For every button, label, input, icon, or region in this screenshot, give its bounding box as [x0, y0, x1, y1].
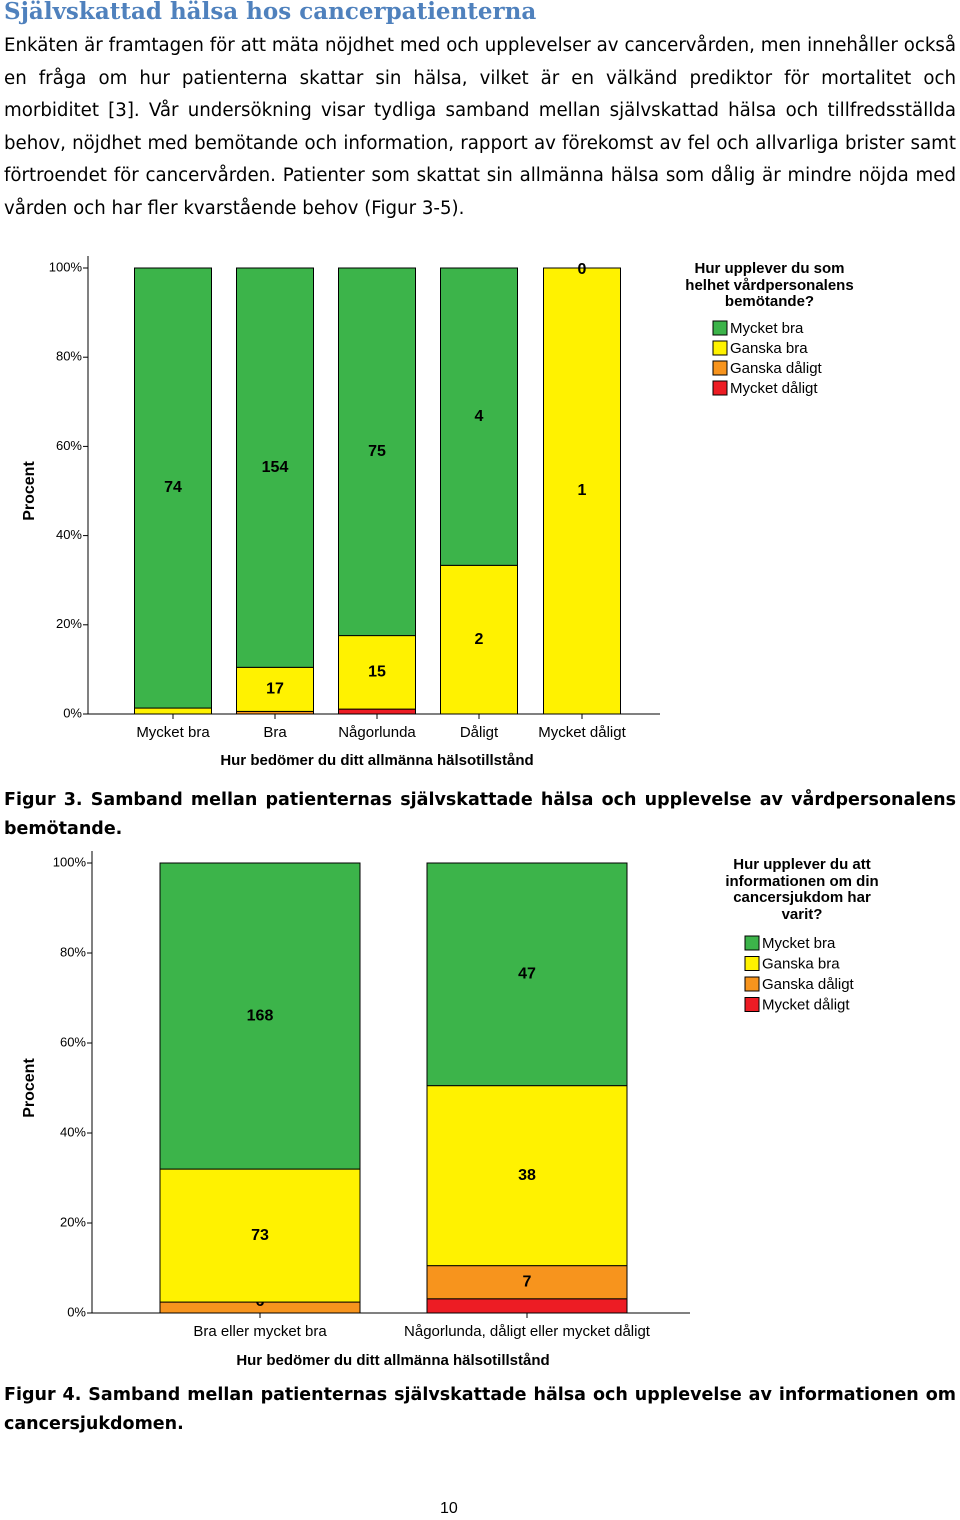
- data-label: 1: [578, 482, 587, 499]
- legend-swatch: [744, 956, 760, 971]
- bar-segment: [236, 267, 314, 668]
- legend-title: Hur upplever du att informationen om din…: [725, 856, 879, 923]
- data-label: 154: [262, 459, 289, 476]
- data-label: 15: [368, 664, 386, 681]
- bar-segment: [338, 267, 416, 637]
- legend-label: Ganska dåligt: [730, 360, 823, 377]
- legend-swatch: [712, 380, 728, 396]
- bar-segment: [134, 707, 212, 715]
- x-axis-label: Hur bedömer du ditt allmänna hälsotillst…: [220, 752, 533, 769]
- paragraph: Enkäten är framtagen för att mäta nöjdhe…: [4, 35, 956, 219]
- heading: Självskattad hälsa hos cancerpatienterna: [4, 0, 537, 25]
- page-number: 10: [440, 1500, 458, 1517]
- legend-label: Ganska bra: [762, 955, 840, 972]
- legend-swatch: [744, 976, 760, 992]
- bar-segment: [426, 1265, 628, 1300]
- bar-segment: [543, 267, 621, 715]
- y-tick-label: 80%: [60, 944, 86, 959]
- legend-label: Mycket bra: [730, 320, 804, 337]
- legend-label: Ganska bra: [730, 340, 808, 357]
- bar-segment: [426, 1298, 628, 1314]
- bar-segment: [440, 564, 518, 715]
- bar-segment: [440, 267, 518, 566]
- legend-label: Mycket dåligt: [730, 380, 818, 397]
- bar-segment: [236, 666, 314, 712]
- legend-swatch: [712, 340, 728, 356]
- bar-segment: [159, 862, 361, 1170]
- legend-swatch: [744, 935, 760, 951]
- legend-label: Mycket dåligt: [762, 996, 850, 1013]
- bar-segment: [426, 1085, 628, 1267]
- y-tick-label: 60%: [56, 438, 82, 453]
- y-tick-label: 0%: [67, 1304, 86, 1319]
- y-tick-label: 40%: [60, 1124, 86, 1139]
- data-label: 168: [247, 1007, 274, 1024]
- legend-label: Mycket bra: [762, 935, 836, 952]
- data-label: 75: [368, 443, 386, 460]
- data-label: 7: [523, 1273, 532, 1290]
- y-tick-label: 100%: [53, 854, 87, 869]
- data-label: 17: [266, 681, 284, 698]
- y-axis-label: Procent: [21, 1058, 38, 1118]
- data-label: 38: [518, 1167, 536, 1184]
- y-tick-label: 80%: [56, 349, 82, 364]
- bar-segment: [426, 862, 628, 1087]
- x-tick-label: Någorlunda, dåligt eller mycket dåligt: [404, 1323, 651, 1340]
- x-tick-label: Bra: [263, 724, 287, 741]
- y-tick-label: 20%: [60, 1214, 86, 1229]
- x-tick-label: Bra eller mycket bra: [193, 1323, 327, 1340]
- y-tick-label: 0%: [63, 705, 82, 720]
- bar-segment: [159, 1168, 361, 1303]
- x-tick-label: Någorlunda: [338, 724, 416, 741]
- y-tick-label: 40%: [56, 527, 82, 542]
- data-label: 73: [251, 1227, 269, 1244]
- x-tick-label: Mycket bra: [136, 724, 210, 741]
- legend-label: Ganska dåligt: [762, 976, 855, 993]
- y-axis-label: Procent: [21, 461, 38, 521]
- legend-title: Hur upplever du som helhet vårdpersonale…: [685, 260, 854, 310]
- y-tick-label: 60%: [60, 1034, 86, 1049]
- bar-segment: [134, 267, 212, 709]
- x-axis-label: Hur bedömer du ditt allmänna hälsotillst…: [236, 1352, 549, 1369]
- y-tick-label: 20%: [56, 616, 82, 631]
- data-label: 4: [475, 408, 484, 425]
- legend-swatch: [744, 997, 760, 1012]
- x-tick-label: Dåligt: [460, 724, 499, 741]
- data-label: 74: [164, 479, 182, 496]
- data-label: 2: [475, 631, 484, 648]
- data-label: 47: [518, 966, 536, 983]
- figure-caption: Figur 3. Samband mellan patienternas sjä…: [4, 790, 956, 839]
- legend-swatch: [712, 320, 728, 336]
- y-tick-label: 100%: [49, 259, 83, 274]
- data-label: 0: [578, 261, 587, 278]
- figure-caption: Figur 4. Samband mellan patienternas sjä…: [4, 1385, 956, 1434]
- x-tick-label: Mycket dåligt: [538, 724, 626, 741]
- legend-swatch: [712, 360, 728, 376]
